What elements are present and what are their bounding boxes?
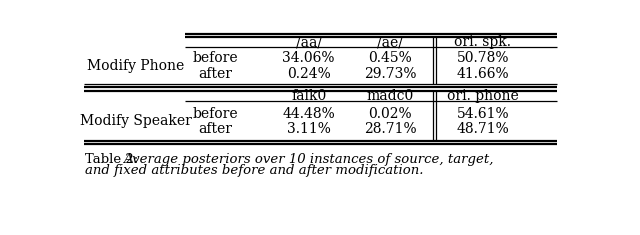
- Text: 0.24%: 0.24%: [287, 67, 330, 81]
- Text: 54.61%: 54.61%: [457, 107, 509, 121]
- Text: /ae/: /ae/: [377, 35, 403, 49]
- Text: 34.06%: 34.06%: [282, 51, 335, 65]
- Text: 28.71%: 28.71%: [364, 122, 416, 136]
- Text: ori. phone: ori. phone: [447, 89, 519, 103]
- Text: 29.73%: 29.73%: [364, 67, 416, 81]
- Text: Table 2:: Table 2:: [84, 153, 142, 166]
- Text: Modify Speaker: Modify Speaker: [80, 114, 192, 128]
- Text: after: after: [198, 67, 232, 81]
- Text: 0.02%: 0.02%: [368, 107, 412, 121]
- Text: 41.66%: 41.66%: [457, 67, 509, 81]
- Text: Average posteriors over 10 instances of source, target,: Average posteriors over 10 instances of …: [123, 153, 493, 166]
- Text: before: before: [193, 107, 239, 121]
- Text: 3.11%: 3.11%: [287, 122, 331, 136]
- Text: 0.45%: 0.45%: [368, 51, 412, 65]
- Text: after: after: [198, 122, 232, 136]
- Text: before: before: [193, 51, 239, 65]
- Text: 50.78%: 50.78%: [457, 51, 509, 65]
- Text: /aa/: /aa/: [296, 35, 322, 49]
- Text: and fixed attributes before and after modification.: and fixed attributes before and after mo…: [84, 164, 423, 177]
- Text: Modify Phone: Modify Phone: [87, 59, 184, 73]
- Text: 48.71%: 48.71%: [456, 122, 509, 136]
- Text: madc0: madc0: [366, 89, 413, 103]
- Text: ori. spk.: ori. spk.: [454, 35, 511, 49]
- Text: falk0: falk0: [291, 89, 326, 103]
- Text: 44.48%: 44.48%: [282, 107, 335, 121]
